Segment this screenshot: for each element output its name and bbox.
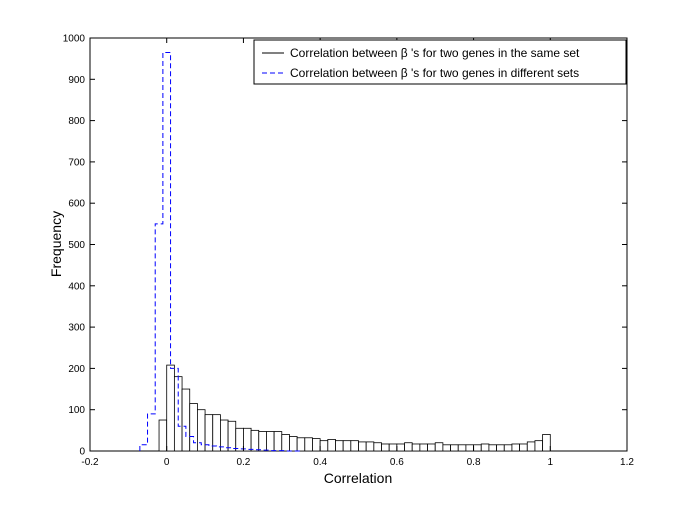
histogram-bar	[335, 440, 344, 452]
x-tick-label: 1	[548, 457, 554, 468]
y-tick-label: 300	[68, 323, 85, 334]
histogram-bar	[434, 442, 444, 452]
series-same-set-bars	[158, 364, 551, 452]
x-tick-label: 0	[164, 457, 170, 468]
histogram-bar	[350, 440, 359, 452]
histogram-bar	[319, 440, 329, 452]
legend: Correlation between β 's for two genes i…	[253, 39, 627, 85]
y-tick-label: 800	[68, 116, 85, 127]
histogram-bar	[158, 419, 168, 452]
histogram-bar	[166, 364, 175, 452]
histogram-bar	[342, 440, 352, 452]
histogram-bar	[542, 434, 551, 452]
different-sets-stairs-line	[139, 51, 301, 452]
histogram-bar	[503, 444, 513, 452]
histogram-bar	[304, 437, 313, 452]
histogram-bar	[388, 443, 398, 452]
y-axis-label: Frequency	[48, 211, 64, 277]
histogram-bar	[404, 442, 413, 452]
histogram-bar	[373, 442, 382, 452]
histogram-bar	[419, 443, 428, 452]
histogram-bar	[281, 434, 290, 452]
histogram-bar	[220, 419, 229, 452]
histogram-bar	[496, 444, 505, 452]
histogram-bar	[289, 436, 298, 452]
y-tick-label: 900	[68, 75, 85, 86]
x-tick-label: 0.8	[467, 457, 481, 468]
histogram-bar	[381, 443, 390, 452]
histogram-bar	[534, 440, 544, 452]
histogram-bar	[235, 427, 244, 452]
legend-label-different-sets: Correlation between β 's for two genes i…	[290, 66, 579, 80]
histogram-bar	[296, 437, 306, 452]
histogram-bar	[511, 443, 520, 452]
histogram-bar	[266, 431, 275, 452]
x-tick-label: -0.2	[81, 457, 99, 468]
histogram-bar	[427, 443, 436, 452]
histogram-bar	[450, 444, 459, 452]
histogram-bar	[488, 444, 497, 452]
legend-label-same-set: Correlation between β 's for two genes i…	[290, 46, 580, 60]
histogram-bar	[227, 420, 237, 452]
histogram-bar	[189, 403, 198, 452]
histogram-bar	[250, 429, 260, 452]
y-tick-label: 0	[79, 447, 85, 458]
x-tick-label: 1.2	[620, 457, 634, 468]
y-tick-label: 1000	[63, 34, 86, 45]
histogram-bar	[365, 441, 375, 452]
y-tick-label: 200	[68, 364, 85, 375]
x-axis-label: Correlation	[324, 470, 392, 486]
y-tick-label: 100	[68, 405, 85, 416]
series-different-sets-stairs	[139, 51, 301, 452]
histogram-bar	[396, 443, 405, 452]
y-tick-label: 500	[68, 240, 85, 251]
y-tick-label: 600	[68, 199, 85, 210]
histogram-bar	[519, 443, 528, 452]
histogram-bar	[327, 439, 336, 452]
axis-ticks: -0.2 0 0.2 0.4 0.6 0.8 1 1.20100200300400500600…	[63, 34, 635, 469]
histogram-bar	[457, 444, 467, 452]
x-tick-label: 0.4	[313, 457, 327, 468]
histogram-bar	[312, 438, 321, 452]
histogram-bar	[358, 441, 367, 452]
histogram-bar	[465, 444, 474, 452]
histogram-bar	[442, 444, 451, 452]
histogram-bar	[480, 443, 490, 452]
histogram-bar	[243, 427, 252, 452]
histogram-bar	[273, 431, 283, 452]
y-tick-label: 700	[68, 157, 85, 168]
histogram-bar	[526, 441, 536, 452]
x-tick-label: 0.2	[236, 457, 250, 468]
y-tick-label: 400	[68, 281, 85, 292]
histogram-bar	[181, 388, 191, 452]
histogram-bar	[258, 431, 267, 452]
x-tick-label: 0.6	[390, 457, 404, 468]
histogram-bar	[473, 444, 482, 452]
legend-box	[253, 39, 627, 85]
histogram-bar	[411, 443, 421, 452]
